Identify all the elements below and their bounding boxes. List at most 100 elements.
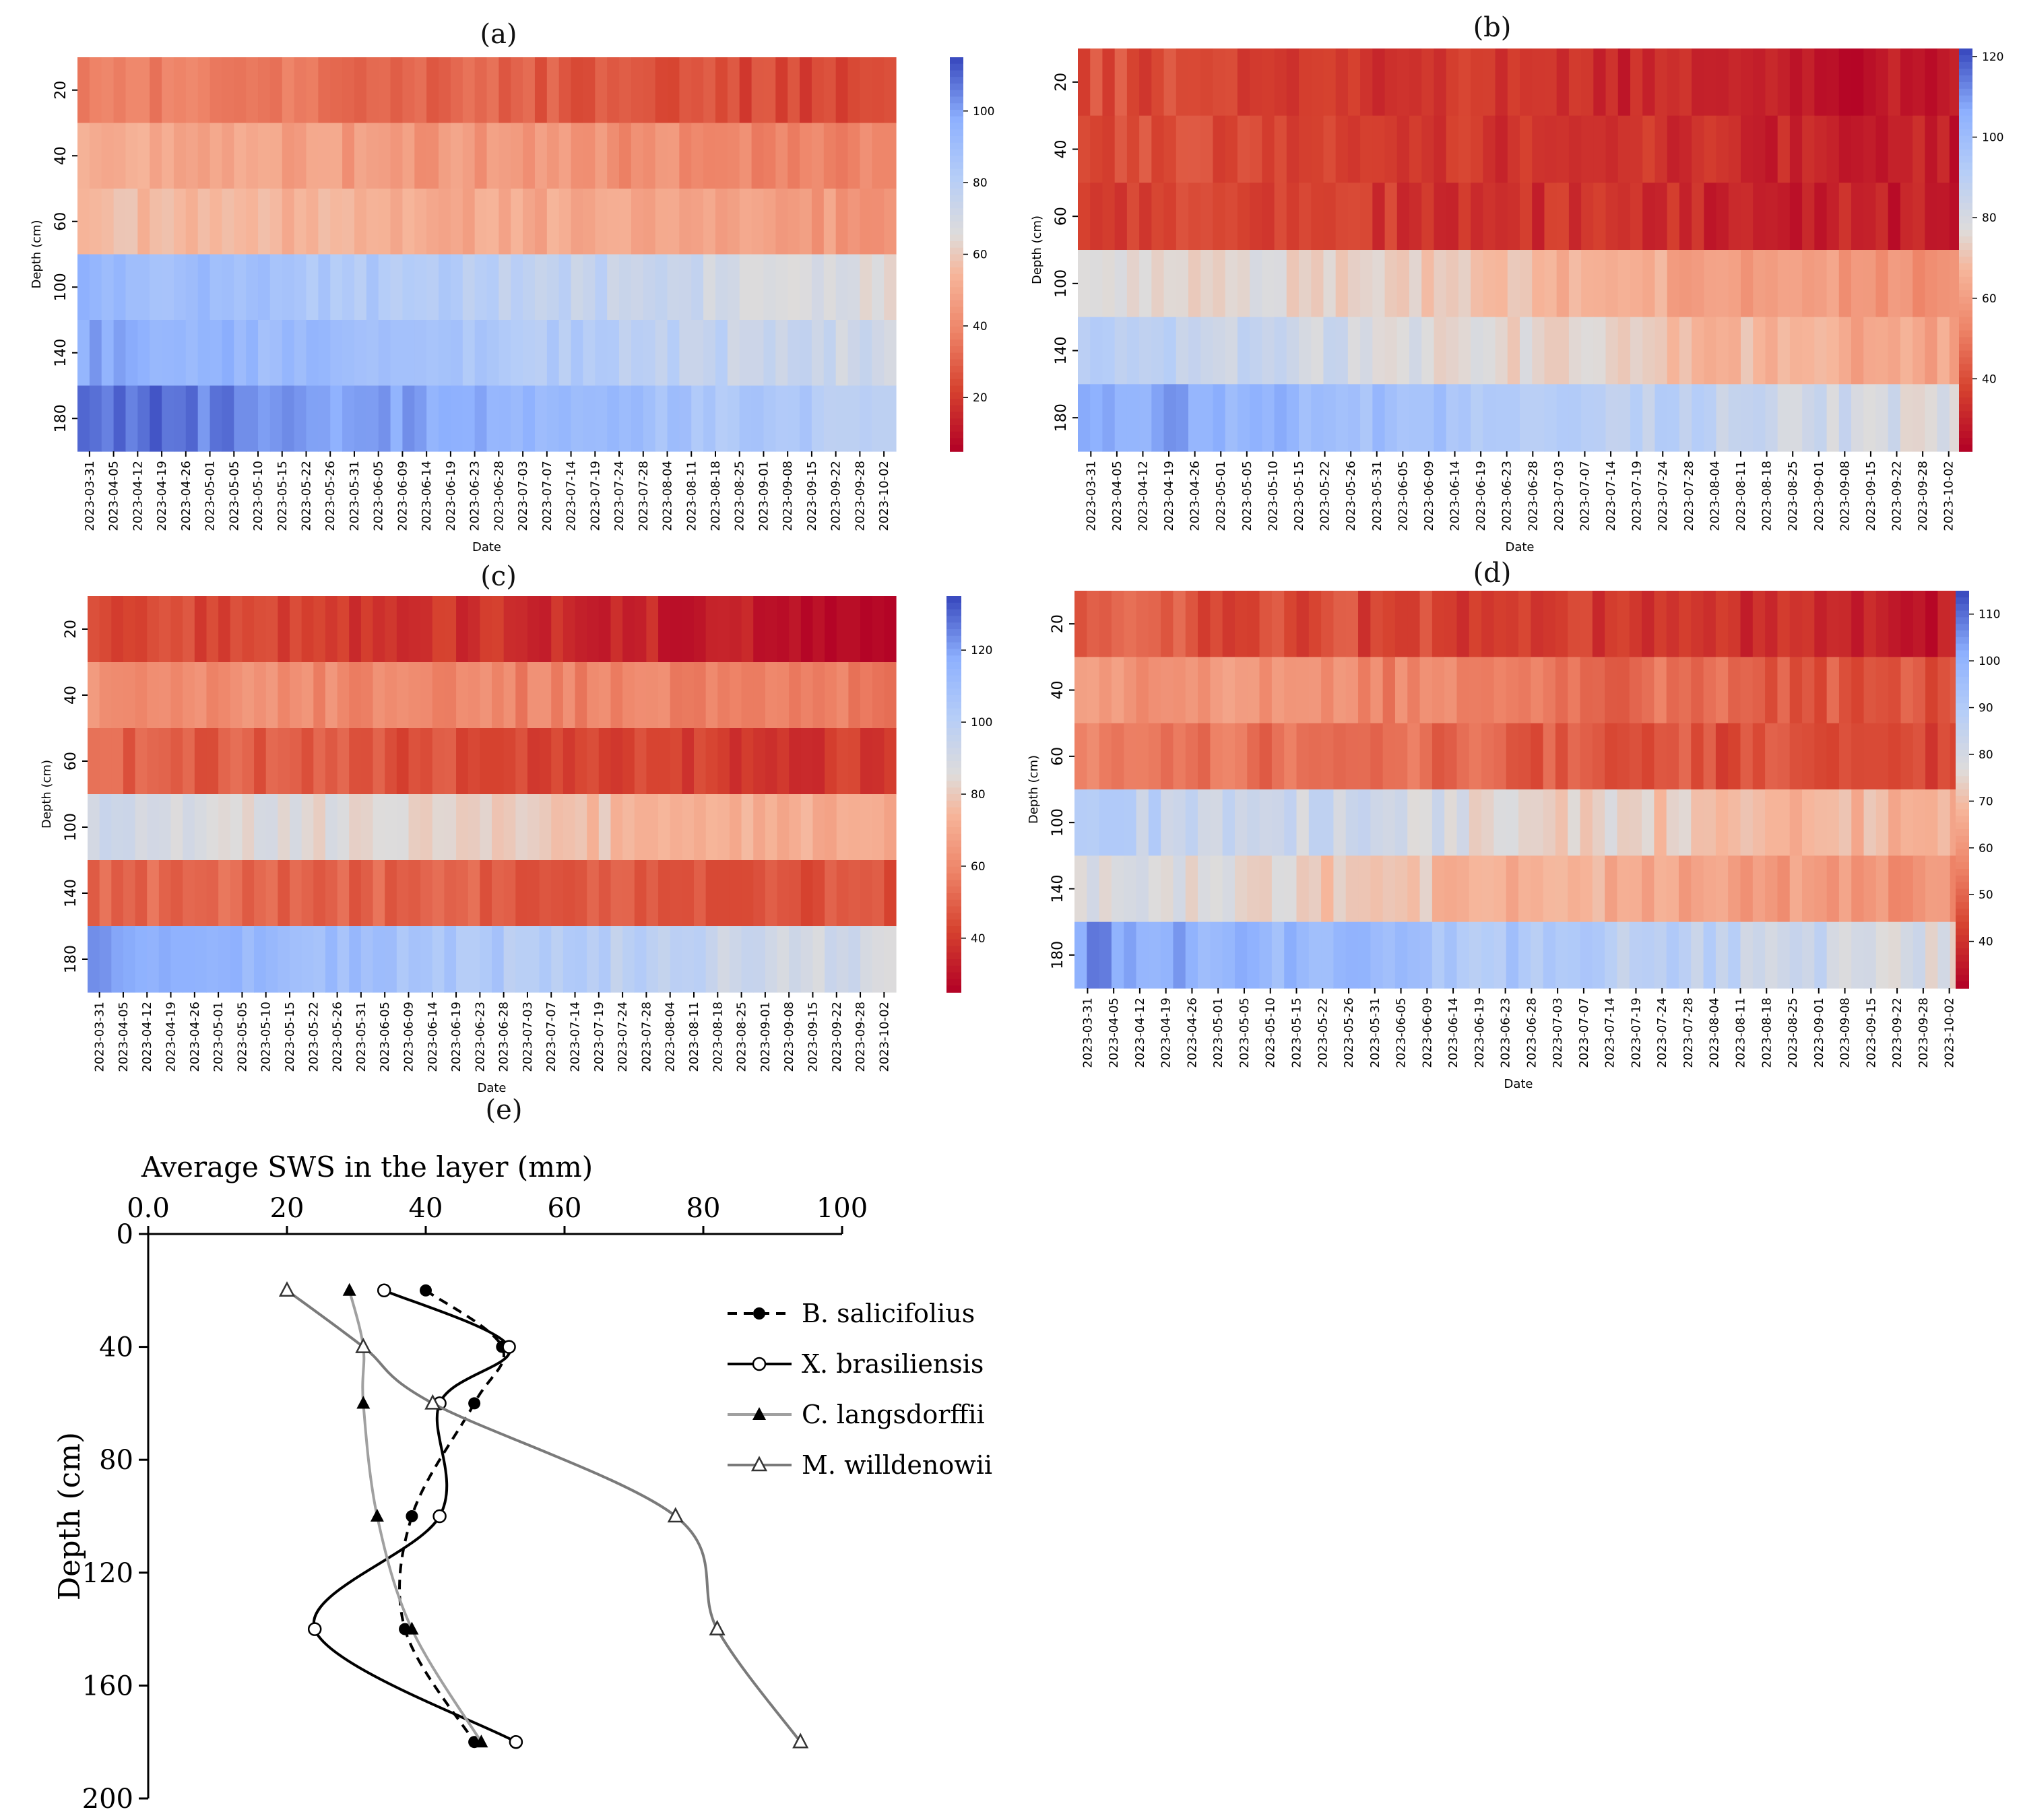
heatmap-cell [1937,250,1950,318]
heatmap-cell [1765,855,1778,923]
heatmap-cell [1360,250,1373,318]
heatmap-cell [474,385,488,452]
heatmap-cell [390,189,404,255]
heatmap-cell [89,123,102,189]
heatmap-cell [1752,657,1766,724]
x-tick-label: 0.0 [127,1193,170,1224]
heatmap-cell [1741,48,1754,117]
heatmap-cell [1126,115,1140,183]
heatmap-cell [1789,657,1803,724]
heatmap-cell [1271,723,1285,790]
heatmap-cell [1370,921,1384,989]
heatmap-cell [872,254,885,321]
heatmap-cell [1407,723,1421,790]
heatmap-cell [1200,317,1214,385]
colorbar-segment [1956,670,1969,678]
heatmap-cell [670,794,682,861]
heatmap-cell [1274,317,1287,385]
heatmap-cell [619,123,632,189]
heatmap-cell [1642,317,1656,385]
heatmap-cell [1259,921,1273,989]
heatmap-cell [717,860,730,927]
heatmap-cell [1802,789,1815,856]
heatmap-cell [860,860,873,927]
colorbar-segment [1956,882,1969,890]
heatmap-cell [1198,591,1211,657]
heatmap-cell [1777,48,1791,117]
heatmap-cell [1789,855,1803,923]
heatmap-cell [396,926,410,993]
heatmap-cell [1568,317,1582,385]
heatmap-cell [705,662,718,729]
heatmap-cell [1703,921,1716,989]
heatmap-cell [135,728,148,795]
heatmap-cell [788,385,800,452]
heatmap-cell [242,728,255,795]
heatmap-cell [360,662,374,729]
heatmap-cell [420,596,433,663]
heatmap-cell [1247,591,1260,657]
heatmap-cell [1752,921,1766,989]
heatmap-cell [1838,921,1852,989]
heatmap-cell [1678,789,1692,856]
colorbar-segment [1959,48,1972,56]
heatmap-cell [258,254,271,321]
heatmap-cell [1543,591,1556,657]
colorbar-segment [950,372,963,380]
heatmap-cell [1407,789,1421,856]
heatmap-cell [1913,657,1926,724]
heatmap-cell [162,385,174,452]
heatmap-cell [1802,921,1815,989]
heatmap-cell [1617,48,1631,117]
heatmap-cell [1629,921,1642,989]
heatmap-cell [1851,657,1865,724]
colorbar-segment [950,366,963,373]
heatmap-cell [1358,855,1371,923]
colorbar-segment [1956,935,1969,942]
heatmap-cell [480,926,492,993]
colorbar-segment [946,754,961,762]
heatmap-cell [571,57,584,124]
heatmap-cell [486,320,499,387]
heatmap-cell [691,57,704,124]
heatmap-cell [1173,723,1186,790]
x-tick-label: 2023-07-03 [1552,461,1566,531]
x-tick-label: 2023-10-02 [1942,461,1956,531]
heatmap-cell [598,860,612,927]
heatmap-cell [587,728,600,795]
heatmap-cell [1704,384,1717,452]
x-tick-label: 2023-07-07 [1578,461,1592,531]
heatmap-cell [1838,723,1852,790]
colorbar-segment [946,886,961,894]
heatmap-cell [1789,921,1803,989]
heatmap-cell [318,189,331,255]
heatmap-cell [1188,384,1201,452]
heatmap-cell [763,123,776,189]
colorbar-segment [1956,710,1969,717]
heatmap-cell [486,254,499,321]
heatmap-cell [727,254,740,321]
heatmap-cell [775,320,788,387]
heatmap-cell [1345,591,1359,657]
colorbar-segment [946,708,961,716]
colorbar-segment [950,215,963,222]
heatmap-cell [354,57,367,124]
colorbar-segment [1956,809,1969,817]
x-tick-label: 2023-08-25 [1786,461,1800,531]
heatmap-cell [396,860,410,927]
heatmap-cell [872,596,885,663]
heatmap-cell [1740,723,1754,790]
heatmap-cell [763,57,776,124]
heatmap-cell [1483,183,1496,251]
heatmap-cell [1765,921,1778,989]
heatmap-cell [1667,115,1680,183]
heatmap-cell [800,189,812,255]
heatmap-cell [1185,723,1198,790]
colorbar-segment [1959,135,1972,143]
colorbar-segment [1956,928,1969,936]
heatmap-cell [1188,115,1201,183]
colorbar-segment [1956,875,1969,883]
marker-open-triangle [792,1732,809,1749]
heatmap-cell [242,662,255,729]
heatmap-cell [872,123,885,189]
